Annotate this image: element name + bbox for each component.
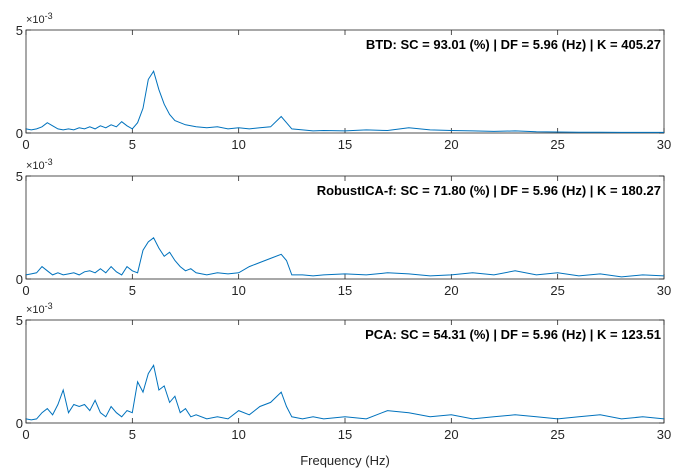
x-tick-label: 15 bbox=[338, 137, 352, 152]
x-tick-label: 25 bbox=[550, 427, 564, 442]
x-tick-label: 20 bbox=[444, 427, 458, 442]
x-tick-label: 5 bbox=[129, 283, 136, 298]
x-tick-label: 0 bbox=[22, 283, 29, 298]
x-tick-label: 10 bbox=[231, 283, 245, 298]
metrics-annotation: PCA: SC = 54.31 (%) | DF = 5.96 (Hz) | K… bbox=[365, 327, 661, 342]
x-tick-label: 30 bbox=[657, 427, 671, 442]
x-tick-label: 5 bbox=[129, 427, 136, 442]
y-exponent-label: ×10-3 bbox=[26, 11, 53, 26]
y-tick-label: 5 bbox=[16, 313, 23, 328]
y-tick-label: 5 bbox=[16, 23, 23, 38]
x-tick-label: 0 bbox=[22, 137, 29, 152]
y-tick-label: 0 bbox=[16, 126, 23, 141]
x-tick-label: 30 bbox=[657, 283, 671, 298]
x-tick-label: 25 bbox=[550, 137, 564, 152]
y-exponent-power: -3 bbox=[45, 11, 53, 21]
x-tick-label: 30 bbox=[657, 137, 671, 152]
y-exponent-label: ×10-3 bbox=[26, 301, 53, 316]
y-exponent-label: ×10-3 bbox=[26, 157, 53, 172]
y-exponent-power: -3 bbox=[45, 301, 53, 311]
metrics-annotation: BTD: SC = 93.01 (%) | DF = 5.96 (Hz) | K… bbox=[366, 37, 661, 52]
y-tick-label: 0 bbox=[16, 272, 23, 287]
y-tick-label: 5 bbox=[16, 169, 23, 184]
x-tick-label: 15 bbox=[338, 283, 352, 298]
x-tick-label: 25 bbox=[550, 283, 564, 298]
y-exponent-power: -3 bbox=[45, 157, 53, 167]
metrics-annotation: RobustICA-f: SC = 71.80 (%) | DF = 5.96 … bbox=[317, 183, 661, 198]
series-line bbox=[25, 364, 665, 421]
x-tick-label: 20 bbox=[444, 137, 458, 152]
x-tick-label: 15 bbox=[338, 427, 352, 442]
x-tick-label: 5 bbox=[129, 137, 136, 152]
x-tick-label: 20 bbox=[444, 283, 458, 298]
y-tick-label: 0 bbox=[16, 416, 23, 431]
series-line bbox=[25, 70, 664, 133]
x-tick-label: 0 bbox=[22, 427, 29, 442]
x-tick-label: 10 bbox=[231, 427, 245, 442]
series-line bbox=[25, 237, 665, 278]
x-tick-label: 10 bbox=[231, 137, 245, 152]
x-axis-label: Frequency (Hz) bbox=[300, 453, 390, 468]
